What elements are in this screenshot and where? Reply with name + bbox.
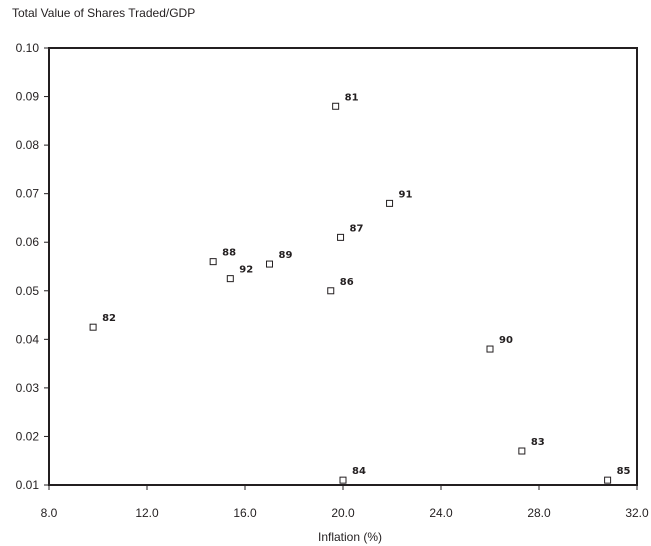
x-tick-label: 8.0 — [41, 506, 58, 520]
data-point-marker — [332, 102, 340, 110]
data-point-marker — [327, 287, 335, 295]
data-point-marker — [226, 275, 234, 283]
y-tick-label: 0.07 — [16, 187, 40, 201]
y-tick-label: 0.05 — [16, 284, 40, 298]
data-point-label: 82 — [102, 313, 116, 324]
y-tick-label: 0.04 — [16, 332, 40, 346]
chart-title: Total Value of Shares Traded/GDP — [12, 6, 196, 20]
x-tick-label: 28.0 — [527, 506, 551, 520]
data-point-marker — [209, 258, 217, 266]
x-axis-ticks: 8.0 12.0 16.0 20.0 24.0 28.0 32.0 — [41, 485, 649, 520]
data-point-label: 83 — [531, 437, 545, 448]
y-tick-label: 0.01 — [16, 478, 40, 492]
plot-frame — [48, 47, 638, 486]
y-tick-label: 0.08 — [16, 138, 40, 152]
y-tick-label: 0.09 — [16, 90, 40, 104]
data-point-marker — [386, 199, 394, 207]
y-axis-ticks: 0.01 0.02 0.03 0.04 0.05 0.06 0.07 0.08 0.09 0.10 — [16, 41, 49, 492]
data-point-marker — [518, 447, 526, 455]
x-tick-label: 12.0 — [135, 506, 159, 520]
data-point-label: 86 — [340, 277, 354, 288]
data-point-marker — [337, 233, 345, 241]
y-tick-label: 0.06 — [16, 235, 40, 249]
x-tick-label: 16.0 — [233, 506, 257, 520]
y-tick-label: 0.10 — [16, 41, 40, 55]
y-tick-label: 0.03 — [16, 381, 40, 395]
data-point-label: 81 — [345, 92, 359, 103]
data-point-marker — [339, 476, 347, 484]
x-axis-title: Inflation (%) — [318, 530, 382, 544]
data-point-label: 87 — [350, 223, 364, 234]
data-point-label: 85 — [617, 466, 631, 477]
data-point-label: 90 — [499, 335, 513, 346]
data-point-label: 89 — [279, 250, 293, 261]
data-point-marker — [266, 260, 273, 268]
data-point-marker — [604, 476, 612, 484]
data-point-label: 84 — [352, 466, 366, 477]
y-tick-label: 0.02 — [16, 429, 40, 443]
data-point-marker — [486, 345, 494, 353]
x-tick-label: 24.0 — [429, 506, 453, 520]
data-point-label: 91 — [399, 189, 413, 200]
data-point-label: 92 — [239, 265, 253, 276]
data-point-marker — [89, 323, 97, 331]
x-tick-label: 32.0 — [625, 506, 649, 520]
x-tick-label: 20.0 — [331, 506, 355, 520]
data-point-label: 88 — [222, 248, 236, 259]
data-points: 81 91 87 88 89 92 86 82 90 83 84 85 — [89, 92, 631, 484]
